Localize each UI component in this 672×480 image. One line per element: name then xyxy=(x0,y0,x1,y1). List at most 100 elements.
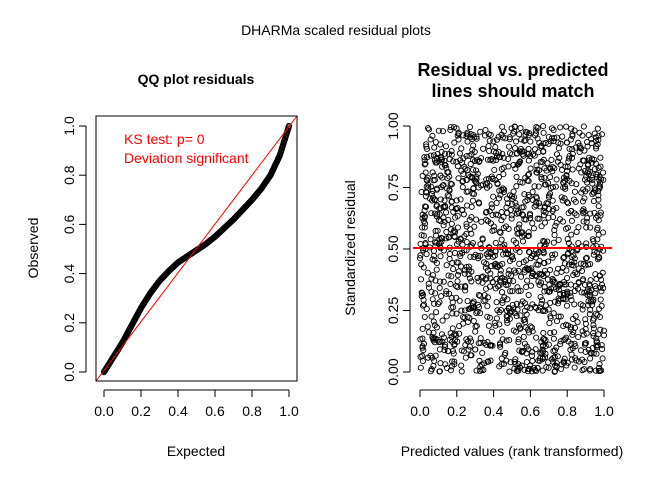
residual-point xyxy=(417,364,424,371)
residual-point xyxy=(417,336,424,343)
residual-point xyxy=(552,183,559,190)
residual-point xyxy=(431,144,438,151)
residual-point xyxy=(555,145,562,152)
residual-point xyxy=(447,124,454,131)
residual-x-axis-label: Predicted values (rank transformed) xyxy=(401,443,624,459)
residual-point xyxy=(499,274,506,281)
residual-point xyxy=(557,341,564,348)
residual-point xyxy=(484,313,491,320)
residual-point xyxy=(420,301,428,308)
residual-point xyxy=(457,253,464,260)
residual-point xyxy=(466,124,473,131)
residual-point xyxy=(525,171,532,179)
residual-point xyxy=(539,271,546,278)
residual-point xyxy=(442,361,449,368)
residual-point xyxy=(549,168,556,175)
residual-point xyxy=(492,322,499,329)
residual-point xyxy=(441,150,449,157)
qq-x-tick-label: 0.0 xyxy=(94,403,114,419)
residual-point xyxy=(468,338,475,345)
residual-point xyxy=(468,151,475,158)
residual-point xyxy=(545,180,552,187)
residual-point xyxy=(467,243,474,250)
residual-point xyxy=(590,198,598,205)
residual-point xyxy=(592,367,599,374)
residual-point xyxy=(465,266,473,273)
residual-point xyxy=(442,143,450,150)
residual-point xyxy=(428,190,435,197)
residual-point xyxy=(568,356,576,363)
residual-point xyxy=(450,208,457,215)
residual-point xyxy=(585,261,592,268)
residual-point xyxy=(434,227,441,234)
residual-point xyxy=(527,138,534,145)
residual-point xyxy=(461,307,469,314)
residual-point xyxy=(595,217,602,224)
residual-point xyxy=(456,150,463,157)
residual-point xyxy=(569,166,576,173)
residual-point xyxy=(533,162,540,169)
residual-point xyxy=(589,176,596,183)
residual-point xyxy=(419,172,426,179)
residual-point xyxy=(451,124,458,131)
residual-point xyxy=(506,136,513,143)
residual-point xyxy=(512,246,519,253)
residual-point xyxy=(581,208,588,215)
residual-point xyxy=(445,151,452,158)
residual-point xyxy=(418,293,425,300)
residual-point xyxy=(600,327,607,334)
residual-point xyxy=(480,298,487,305)
residual-point xyxy=(435,127,442,134)
residual-point xyxy=(573,181,580,188)
ks-test-annotation: KS test: p= 0 xyxy=(124,131,205,147)
residual-point xyxy=(557,338,564,345)
residual-point xyxy=(525,329,533,336)
residual-point xyxy=(527,214,534,222)
residual-point xyxy=(549,207,556,215)
residual-point xyxy=(422,241,429,248)
residual-point xyxy=(542,302,549,309)
residual-point xyxy=(580,206,587,213)
residual-point xyxy=(493,199,500,206)
residual-point xyxy=(450,350,457,357)
residual-point xyxy=(566,153,573,160)
residual-point xyxy=(540,123,547,130)
residual-point xyxy=(594,236,601,243)
residual-point xyxy=(524,197,531,204)
residual-point xyxy=(516,248,523,256)
residual-point xyxy=(524,277,531,284)
residual-point xyxy=(440,181,447,189)
residual-point xyxy=(598,243,605,250)
residual-point xyxy=(525,229,532,236)
residual-point xyxy=(529,301,536,308)
residual-point xyxy=(563,267,570,274)
residual-point xyxy=(490,157,497,164)
residual-point xyxy=(597,326,604,333)
residual-point xyxy=(590,296,597,303)
residual-point xyxy=(515,267,522,275)
residual-point xyxy=(458,167,465,174)
residual-point xyxy=(577,301,584,308)
residual-point xyxy=(539,367,546,374)
residual-point xyxy=(514,306,521,313)
residual-point xyxy=(537,293,544,301)
residual-point xyxy=(596,272,603,279)
residual-point xyxy=(528,324,535,331)
residual-point xyxy=(589,236,596,243)
residual-point xyxy=(515,339,522,346)
residual-point xyxy=(545,359,552,366)
residual-point xyxy=(422,160,429,167)
residual-point xyxy=(534,250,541,257)
residual-point xyxy=(498,217,505,224)
residual-point xyxy=(550,126,557,134)
residual-point xyxy=(459,241,466,248)
residual-point xyxy=(560,358,567,365)
residual-point xyxy=(546,320,553,327)
residual-point xyxy=(496,228,503,235)
residual-point xyxy=(417,353,424,360)
residual-point xyxy=(498,236,505,243)
residual-point xyxy=(495,195,503,202)
residual-point xyxy=(463,223,470,230)
residual-point xyxy=(434,211,441,218)
residual-point xyxy=(433,159,440,166)
